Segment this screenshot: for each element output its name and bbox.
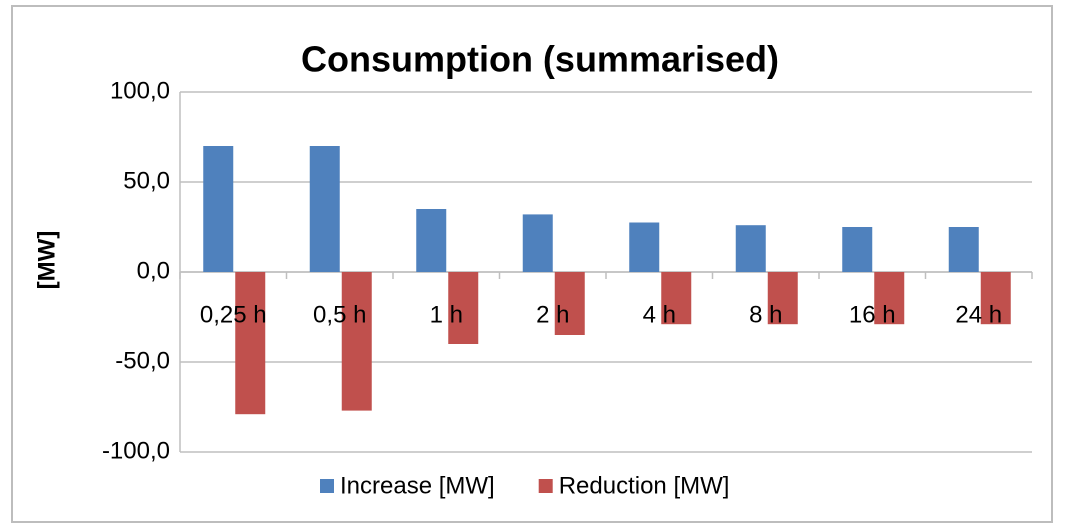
y-tick-label: -50,0 (115, 347, 170, 374)
bar (203, 146, 234, 272)
x-tick-label: 8 h (749, 301, 782, 328)
bar (948, 227, 979, 272)
x-tick-label: 2 h (536, 301, 569, 328)
bar (735, 225, 766, 272)
bar (629, 222, 660, 272)
chart-title: Consumption (summarised) (301, 39, 779, 80)
bar (842, 227, 873, 272)
x-tick-label: 0,5 h (313, 301, 366, 328)
bar (341, 272, 372, 411)
bar (416, 209, 447, 272)
bar (661, 272, 692, 325)
x-tick-label: 16 h (849, 301, 896, 328)
x-tick-label: 24 h (955, 301, 1002, 328)
x-tick-label: 0,25 h (200, 301, 267, 328)
legend-label: Increase [MW] (340, 472, 495, 499)
y-tick-label: 0,0 (137, 257, 170, 284)
bar (522, 214, 553, 272)
bar (448, 272, 479, 344)
legend-label: Reduction [MW] (559, 472, 730, 499)
bar (235, 272, 266, 415)
y-axis-label: [MW] (33, 231, 60, 290)
bar (874, 272, 905, 325)
bar (309, 146, 340, 272)
y-tick-label: 100,0 (110, 77, 170, 104)
bar (980, 272, 1011, 325)
x-tick-label: 4 h (643, 301, 676, 328)
bar (554, 272, 585, 335)
y-tick-label: 50,0 (123, 167, 170, 194)
legend-swatch (320, 479, 334, 493)
legend-swatch (538, 479, 553, 493)
bar (767, 272, 798, 325)
x-tick-label: 1 h (430, 301, 463, 328)
y-tick-label: -100,0 (102, 437, 170, 464)
